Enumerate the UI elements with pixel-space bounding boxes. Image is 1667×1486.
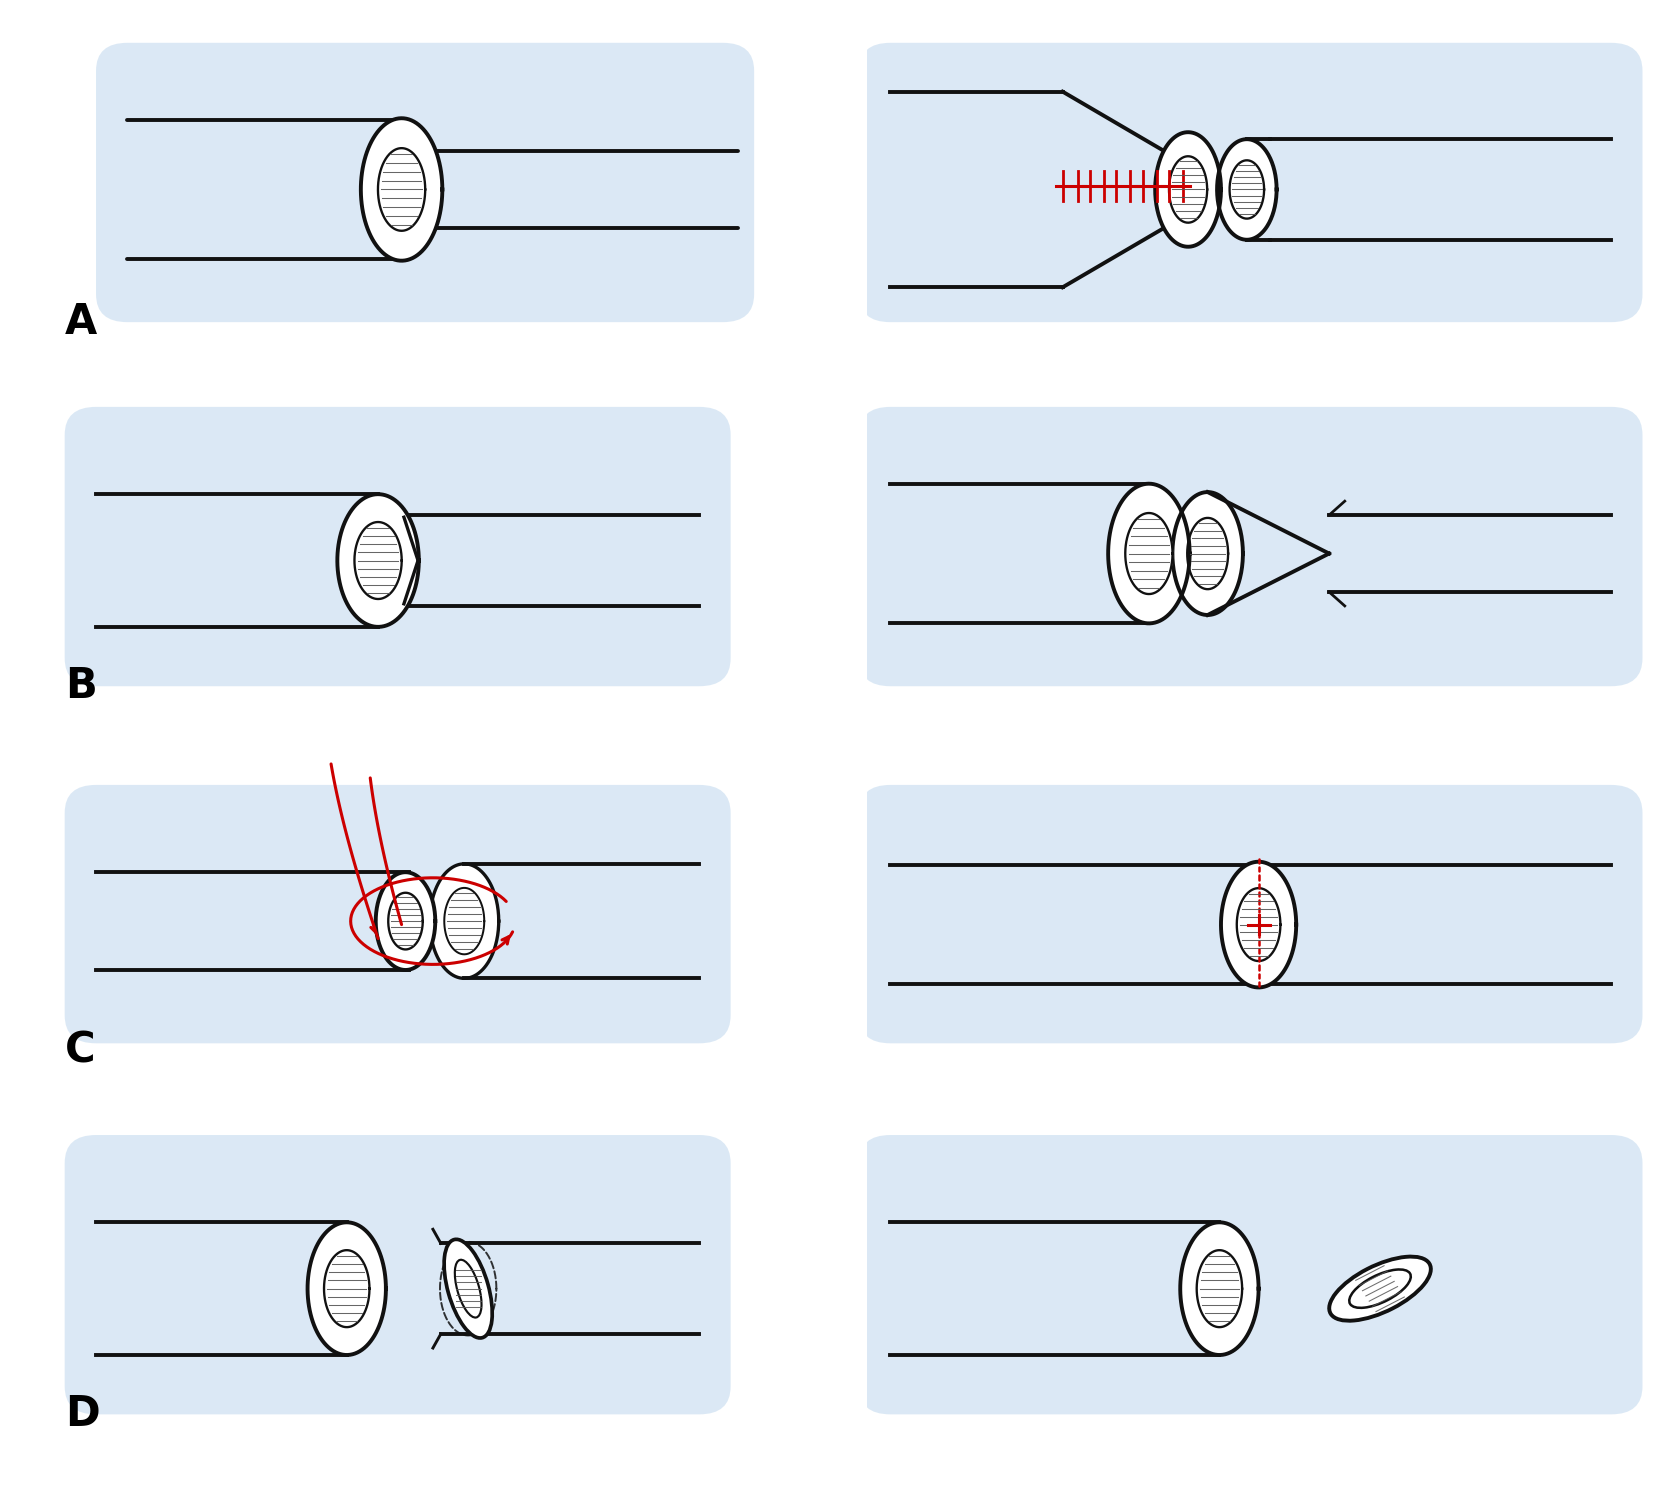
FancyBboxPatch shape bbox=[859, 1135, 1642, 1415]
Polygon shape bbox=[1155, 132, 1220, 247]
FancyBboxPatch shape bbox=[859, 785, 1642, 1043]
Polygon shape bbox=[337, 495, 418, 627]
FancyBboxPatch shape bbox=[859, 43, 1642, 322]
Polygon shape bbox=[308, 1223, 387, 1355]
Polygon shape bbox=[355, 522, 402, 599]
FancyBboxPatch shape bbox=[65, 785, 730, 1043]
Text: D: D bbox=[65, 1394, 100, 1435]
Polygon shape bbox=[378, 149, 425, 230]
Polygon shape bbox=[430, 863, 498, 978]
Polygon shape bbox=[1169, 156, 1207, 223]
Polygon shape bbox=[1125, 513, 1172, 594]
Polygon shape bbox=[1172, 492, 1244, 615]
Polygon shape bbox=[375, 872, 435, 970]
Polygon shape bbox=[1197, 1250, 1242, 1327]
Text: C: C bbox=[65, 1030, 95, 1071]
Text: A: A bbox=[65, 302, 97, 343]
FancyBboxPatch shape bbox=[859, 407, 1642, 687]
Polygon shape bbox=[1217, 140, 1277, 239]
Ellipse shape bbox=[1349, 1269, 1410, 1308]
Ellipse shape bbox=[1329, 1257, 1430, 1321]
Polygon shape bbox=[323, 1250, 370, 1327]
Ellipse shape bbox=[443, 1239, 492, 1337]
Polygon shape bbox=[1187, 519, 1229, 588]
FancyBboxPatch shape bbox=[65, 1135, 730, 1415]
FancyBboxPatch shape bbox=[65, 407, 730, 687]
FancyBboxPatch shape bbox=[97, 43, 753, 322]
Polygon shape bbox=[1180, 1223, 1259, 1355]
Polygon shape bbox=[1109, 484, 1190, 623]
Polygon shape bbox=[1237, 889, 1280, 961]
Polygon shape bbox=[360, 119, 442, 260]
Ellipse shape bbox=[455, 1260, 482, 1318]
Polygon shape bbox=[1230, 160, 1264, 218]
Polygon shape bbox=[445, 887, 483, 954]
Polygon shape bbox=[1220, 862, 1297, 987]
Text: B: B bbox=[65, 666, 97, 707]
Polygon shape bbox=[388, 893, 423, 950]
